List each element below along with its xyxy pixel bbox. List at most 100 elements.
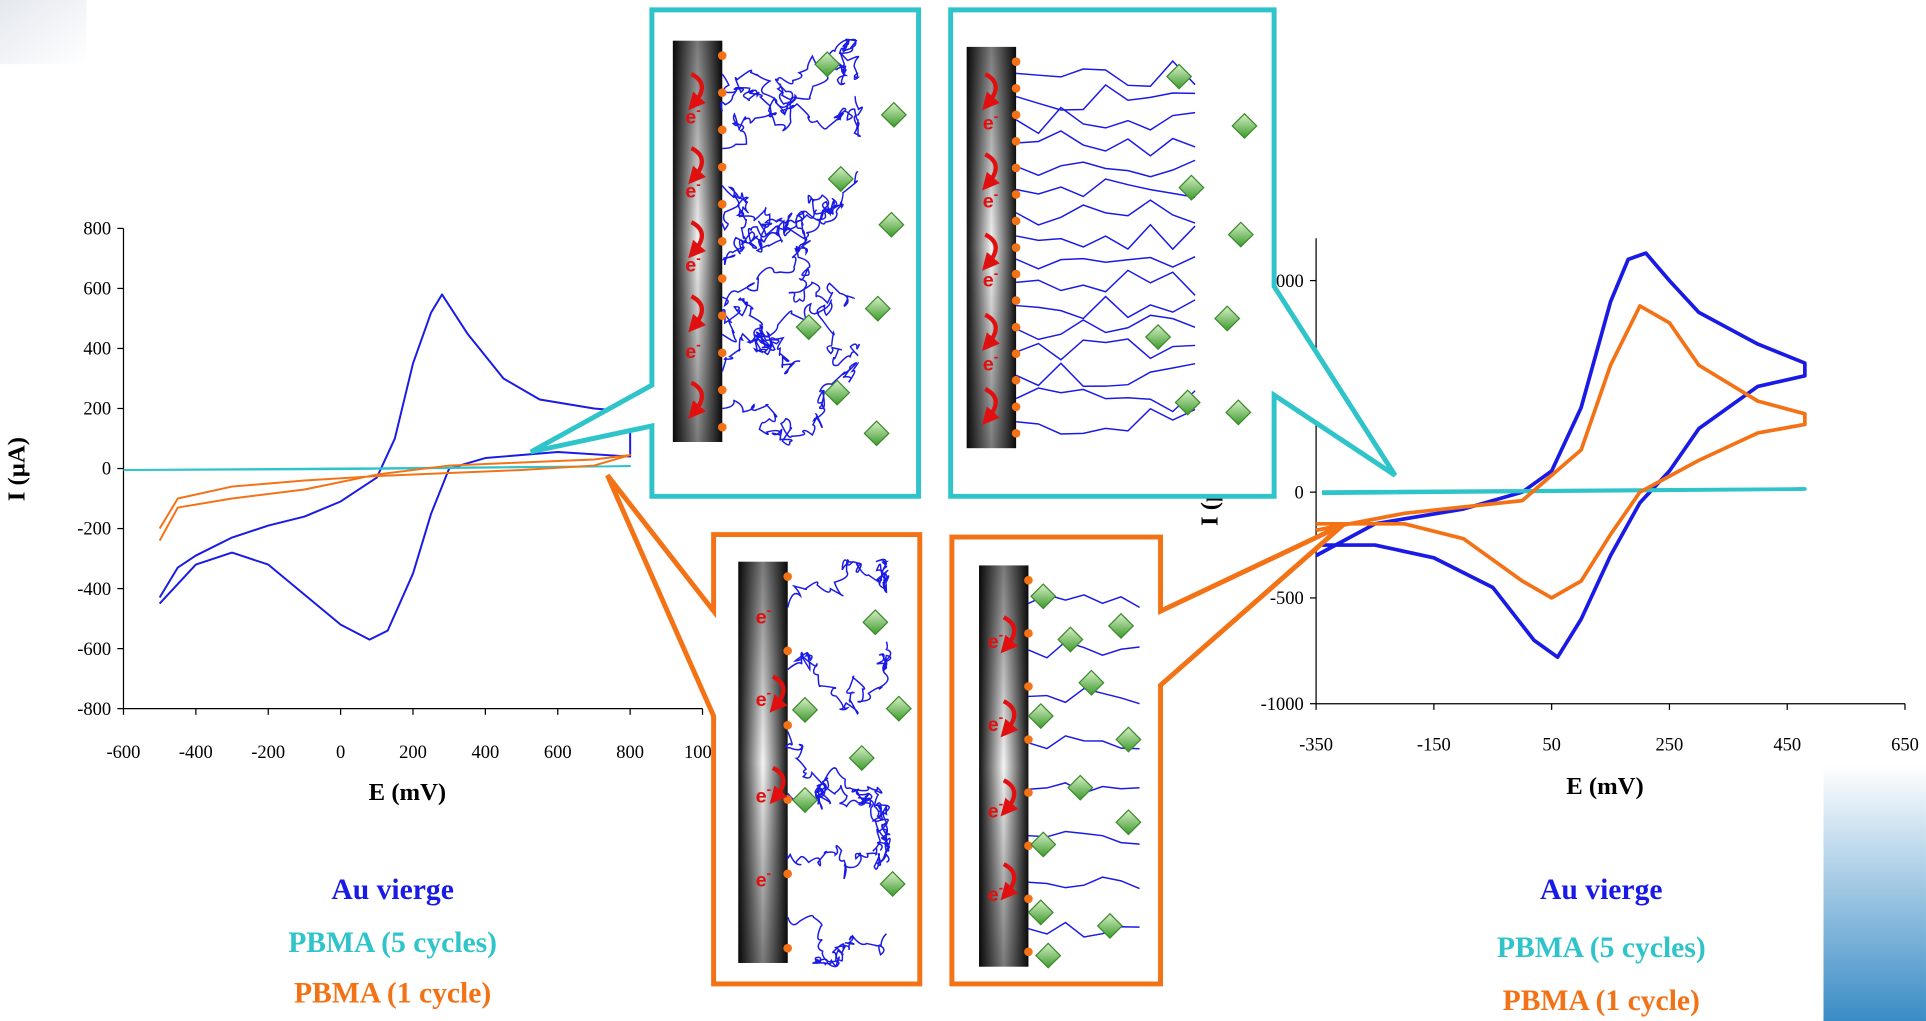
electrode-shade bbox=[966, 46, 1017, 449]
redox-probe bbox=[1030, 583, 1057, 610]
electron-symbol: e bbox=[756, 689, 767, 711]
redox-probe bbox=[880, 101, 907, 128]
electron-charge: - bbox=[696, 251, 701, 266]
electron-label: e- bbox=[988, 710, 1004, 736]
x-tick-label: 50 bbox=[1542, 736, 1561, 756]
polymer-chain bbox=[1015, 387, 1196, 413]
polymer-chain bbox=[721, 325, 801, 375]
anchor-dot bbox=[717, 237, 727, 246]
legend-entry: PBMA (5 cycles) bbox=[288, 927, 497, 959]
polymer-chain bbox=[1015, 338, 1196, 361]
electron-charge: - bbox=[999, 710, 1004, 725]
polymer-chain bbox=[1016, 60, 1196, 88]
redox-probe bbox=[1214, 305, 1241, 332]
electron-label: e- bbox=[685, 177, 701, 203]
electrode-shade bbox=[979, 565, 1029, 967]
anchor-dot bbox=[1011, 349, 1021, 359]
electron-symbol: e bbox=[988, 884, 999, 906]
polymer-chain bbox=[1015, 362, 1196, 388]
electron-transfer-arrow bbox=[769, 674, 788, 713]
y-tick-label: -200 bbox=[77, 520, 111, 540]
electron-transfer-arrow bbox=[688, 72, 707, 111]
electron-label: e- bbox=[988, 797, 1004, 823]
electron-label: e- bbox=[988, 628, 1004, 654]
y-tick-label: 200 bbox=[83, 400, 111, 420]
electron-charge: - bbox=[767, 782, 772, 797]
data-line bbox=[123, 465, 632, 471]
redox-probe bbox=[791, 786, 819, 814]
callout-box bbox=[529, 7, 922, 499]
electron-transfer-arrow bbox=[1000, 778, 1019, 817]
x-tick-label: 600 bbox=[544, 743, 572, 763]
y-tick-label: 600 bbox=[83, 280, 111, 300]
anchor-dot bbox=[717, 311, 727, 321]
electron-label: e- bbox=[685, 251, 701, 277]
legend-entry: PBMA (1 cycle) bbox=[1503, 985, 1700, 1017]
anchor-dot bbox=[1011, 163, 1021, 173]
redox-probe bbox=[1057, 626, 1084, 653]
polymer-chain bbox=[1015, 178, 1196, 199]
anchor-dot bbox=[783, 572, 793, 581]
redox-probe bbox=[864, 295, 891, 322]
anchor-dot bbox=[717, 88, 727, 98]
anchor-dot bbox=[717, 199, 727, 209]
anchor-dot bbox=[1011, 83, 1021, 93]
redox-probe bbox=[885, 695, 912, 722]
electron-transfer-arrow bbox=[769, 765, 788, 805]
redox-probe bbox=[1225, 399, 1252, 426]
anchor-dot bbox=[1011, 402, 1021, 412]
x-tick-label: -150 bbox=[1417, 736, 1451, 756]
redox-probe bbox=[1144, 323, 1172, 351]
callouts: e-e-e-e-e-e-e-e-e-e-e-e-e-e-e-e- bbox=[529, 7, 1398, 987]
electron-transfer-arrow bbox=[982, 386, 1000, 426]
callout-box bbox=[949, 522, 1345, 987]
electron-label: e- bbox=[983, 350, 999, 376]
electron-transfer-arrow bbox=[688, 146, 707, 185]
polymer-chain bbox=[785, 731, 888, 851]
y-tick-label: 800 bbox=[83, 220, 111, 240]
x-tick-label: 200 bbox=[399, 743, 427, 763]
polymer-chain bbox=[1015, 199, 1196, 226]
anchor-dot bbox=[1024, 894, 1033, 904]
redox-probe bbox=[791, 696, 819, 723]
anchor-dot bbox=[1024, 575, 1033, 585]
electron-transfer-arrow bbox=[1000, 699, 1019, 738]
y-tick-label: -400 bbox=[77, 580, 111, 600]
electron-charge: - bbox=[767, 603, 772, 618]
y-tick-label: -800 bbox=[77, 700, 111, 720]
band-decoration bbox=[1823, 765, 1926, 1021]
electron-charge: - bbox=[767, 686, 772, 701]
data-line bbox=[1315, 251, 1807, 660]
redox-probe bbox=[878, 211, 905, 238]
redox-probe bbox=[1078, 669, 1105, 696]
redox-probe bbox=[862, 609, 889, 636]
electron-symbol: e bbox=[983, 190, 994, 212]
electron-transfer-arrow bbox=[982, 72, 1000, 111]
anchor-dot bbox=[717, 422, 727, 432]
redox-probe bbox=[879, 870, 906, 898]
polymer-chain bbox=[1016, 295, 1196, 320]
x-tick-label: -400 bbox=[179, 743, 213, 763]
electron-symbol: e bbox=[756, 869, 767, 891]
anchor-dot bbox=[1011, 137, 1021, 146]
polymer-chain bbox=[720, 38, 858, 116]
polymer-chain bbox=[786, 914, 887, 968]
electron-label: e- bbox=[756, 603, 772, 629]
anchor-dot bbox=[783, 795, 793, 804]
x-tick-label: 250 bbox=[1656, 736, 1684, 756]
electron-charge: - bbox=[994, 109, 999, 124]
y-tick-label: 0 bbox=[102, 460, 111, 480]
electron-label: e- bbox=[756, 866, 772, 892]
electron-label: e- bbox=[983, 266, 999, 292]
electron-transfer-arrow bbox=[982, 152, 1000, 191]
electron-charge: - bbox=[999, 628, 1004, 643]
anchor-dot bbox=[1024, 841, 1033, 851]
anchor-dot bbox=[1024, 735, 1033, 744]
electron-charge: - bbox=[696, 103, 701, 118]
anchor-dot bbox=[1011, 243, 1021, 252]
electron-charge: - bbox=[994, 350, 999, 365]
electron-charge: - bbox=[999, 797, 1004, 812]
polymer-chain bbox=[1015, 314, 1196, 341]
